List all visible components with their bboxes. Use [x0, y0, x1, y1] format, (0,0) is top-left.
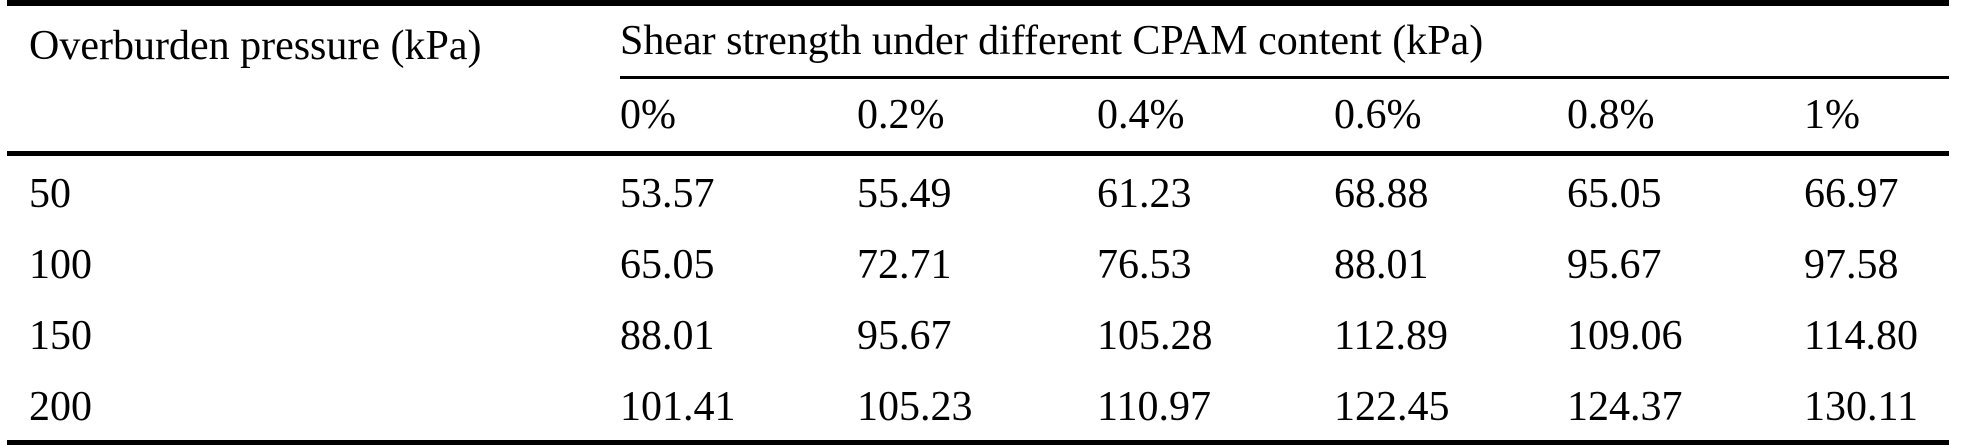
value-cell: 61.23: [1097, 170, 1192, 217]
header-row-cpam-levels: 0% 0.2% 0.4% 0.6% 0.8% 1%: [7, 77, 1950, 156]
value-cell: 95.67: [1567, 241, 1662, 288]
column-header-cpam-0-6: 0.6%: [1334, 77, 1567, 156]
column-header-cpam-0: 0%: [620, 77, 857, 156]
value-cell: 112.89: [1334, 312, 1448, 359]
pressure-cell: 50: [29, 170, 71, 217]
value-cell: 105.28: [1097, 312, 1213, 359]
pressure-cell: 150: [29, 312, 92, 359]
value-cell: 105.23: [857, 383, 973, 430]
value-cell: 68.88: [1334, 170, 1429, 217]
table-row: 200 101.41 105.23 110.97 122.45 124.37 1…: [7, 369, 1949, 443]
column-header-cpam-0-4: 0.4%: [1097, 77, 1334, 156]
value-cell: 76.53: [1097, 241, 1192, 288]
value-cell: 114.80: [1804, 312, 1918, 359]
value-cell: 109.06: [1567, 312, 1683, 359]
column-header-shear-strength-group: Shear strength under different CPAM cont…: [620, 3, 1950, 79]
value-cell: 72.71: [857, 241, 952, 288]
pressure-cell: 100: [29, 241, 92, 288]
column-header-cpam-0-2: 0.2%: [857, 77, 1097, 156]
value-cell: 88.01: [1334, 241, 1429, 288]
value-cell: 97.58: [1804, 241, 1899, 288]
value-cell: 65.05: [620, 241, 715, 288]
pressure-cell: 200: [29, 383, 92, 430]
value-cell: 53.57: [620, 170, 715, 217]
column-header-cpam-0-8: 0.8%: [1567, 77, 1804, 156]
table-row: 100 65.05 72.71 76.53 88.01 95.67 97.58: [7, 227, 1949, 298]
value-cell: 88.01: [620, 312, 715, 359]
table-row: 50 53.57 55.49 61.23 68.88 65.05 66.97: [7, 154, 1949, 228]
value-cell: 122.45: [1334, 383, 1450, 430]
value-cell: 101.41: [620, 383, 736, 430]
column-header-cpam-1: 1%: [1804, 77, 1950, 156]
value-cell: 66.97: [1804, 170, 1899, 217]
table-row: 150 88.01 95.67 105.28 112.89 109.06 114…: [7, 298, 1949, 369]
value-cell: 55.49: [857, 170, 952, 217]
value-cell: 130.11: [1804, 383, 1918, 430]
value-cell: 65.05: [1567, 170, 1662, 217]
value-cell: 95.67: [857, 312, 952, 359]
column-header-overburden-pressure: Overburden pressure (kPa): [7, 3, 620, 156]
value-cell: 110.97: [1097, 383, 1211, 430]
value-cell: 124.37: [1567, 383, 1683, 430]
header-row-group: Overburden pressure (kPa) Shear strength…: [7, 3, 1950, 156]
shear-strength-table: Overburden pressure (kPa) Shear strength…: [7, 0, 1950, 445]
